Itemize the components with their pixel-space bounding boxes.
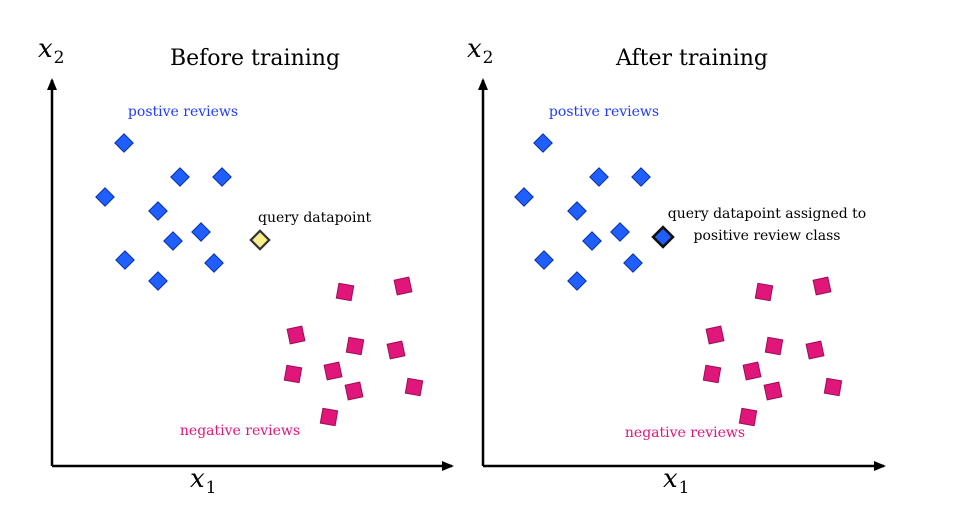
positive-points: [514, 133, 651, 291]
query-datapoint-label: query datapoint: [258, 210, 371, 226]
x-axis-label: x1: [663, 464, 690, 498]
negative-review-point: [404, 377, 424, 397]
positive-review-point: [191, 222, 211, 242]
negative-reviews-label: negative reviews: [625, 425, 745, 441]
x-axis-subscript: 1: [679, 478, 690, 498]
x-axis-label: x1: [190, 464, 217, 498]
panel-title: Before training: [170, 46, 340, 71]
positive-review-point: [115, 250, 135, 270]
positive-review-point: [204, 253, 224, 273]
query-datapoint-yellow-diamond-icon: [249, 229, 271, 251]
positive-review-point: [148, 271, 168, 291]
negative-points: [283, 276, 424, 427]
y-axis-label: x2: [467, 34, 494, 68]
negative-review-point: [335, 282, 355, 302]
positive-review-point: [589, 167, 609, 187]
positive-review-point: [170, 167, 190, 187]
positive-points: [95, 133, 232, 291]
positive-reviews-label: postive reviews: [128, 104, 238, 120]
positive-review-point: [567, 271, 587, 291]
negative-review-point: [742, 361, 762, 381]
negative-review-point: [738, 407, 758, 427]
x-axis-subscript: 1: [206, 478, 217, 498]
positive-review-point: [212, 167, 232, 187]
negative-review-point: [323, 361, 343, 381]
negative-review-point: [344, 381, 364, 401]
negative-review-point: [763, 381, 783, 401]
positive-reviews-label: postive reviews: [549, 104, 659, 120]
negative-review-point: [386, 340, 406, 360]
negative-review-point: [823, 377, 843, 397]
negative-review-point: [705, 325, 725, 345]
panel-title: After training: [615, 46, 768, 71]
negative-review-point: [754, 282, 774, 302]
positive-review-point: [567, 201, 587, 221]
query-label-line-1: query datapoint assigned to: [668, 206, 866, 222]
positive-review-point: [95, 187, 115, 207]
positive-review-point: [610, 222, 630, 242]
panel-after-training: After training x2 x1 postive reviews neg…: [467, 34, 886, 498]
positive-review-point: [631, 167, 651, 187]
negative-review-point: [812, 276, 832, 296]
negative-review-point: [393, 276, 413, 296]
positive-review-point: [533, 133, 553, 153]
negative-review-point: [319, 407, 339, 427]
query-label-line-2: positive review class: [694, 228, 841, 244]
negative-review-point: [702, 364, 722, 384]
positive-review-point: [148, 201, 168, 221]
negative-review-point: [286, 325, 306, 345]
y-axis-subscript: 2: [483, 48, 494, 68]
positive-review-point: [623, 253, 643, 273]
negative-review-point: [283, 364, 303, 384]
panel-before-training: Before training x2 x1 postive reviews ne…: [38, 34, 454, 498]
positive-review-point: [514, 187, 534, 207]
negative-review-point: [345, 336, 365, 356]
positive-review-point: [163, 231, 183, 251]
y-axis-subscript: 2: [54, 48, 65, 68]
query-datapoint-blue-diamond-icon: [651, 225, 675, 249]
positive-review-point: [534, 250, 554, 270]
negative-points: [702, 276, 843, 427]
negative-review-point: [764, 336, 784, 356]
positive-review-point: [582, 231, 602, 251]
positive-review-point: [114, 133, 134, 153]
y-axis-label: x2: [38, 34, 65, 68]
negative-reviews-label: negative reviews: [180, 423, 300, 439]
negative-review-point: [805, 340, 825, 360]
